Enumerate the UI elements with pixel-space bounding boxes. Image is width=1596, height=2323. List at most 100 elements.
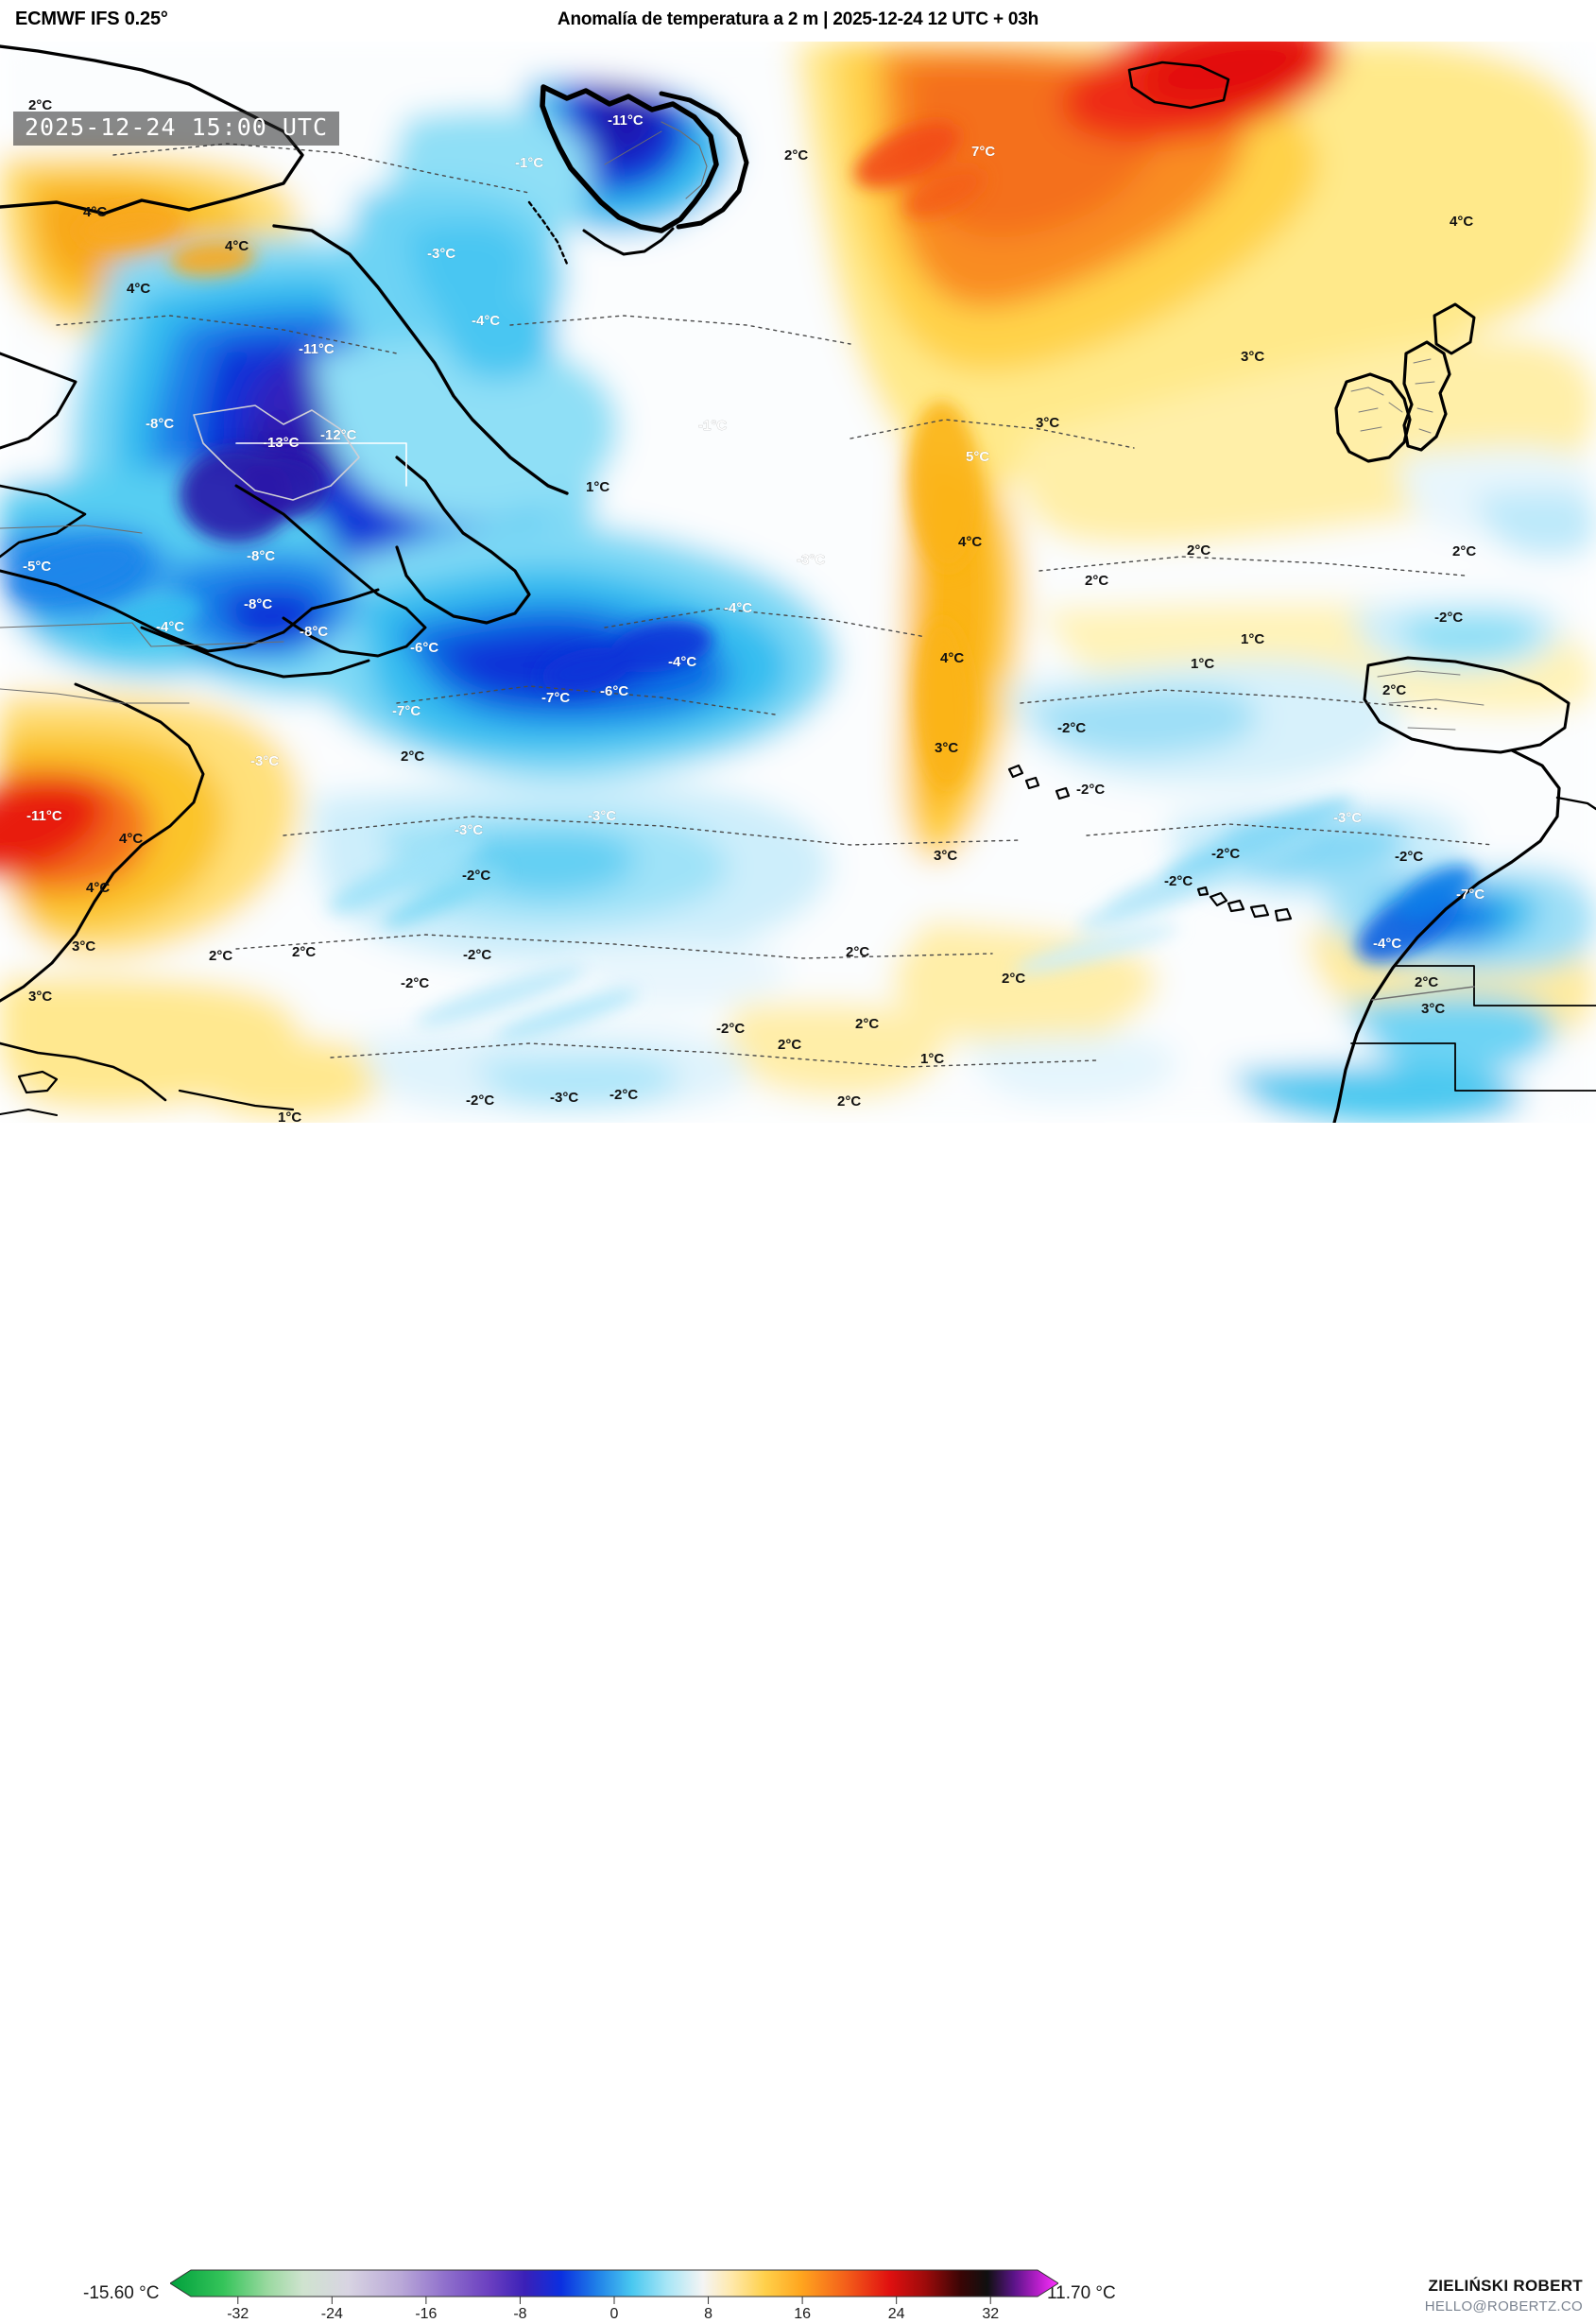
anomaly-region bbox=[1077, 864, 1247, 930]
contour-value-label: -4°C bbox=[724, 600, 752, 616]
anomaly-region bbox=[1474, 490, 1596, 557]
anomaly-region bbox=[11, 542, 140, 599]
contour-value-label: 3°C bbox=[935, 740, 958, 756]
coastline bbox=[1555, 796, 1596, 811]
coastline bbox=[1196, 886, 1293, 922]
contour-value-label: 1°C bbox=[1191, 656, 1214, 672]
coastline bbox=[193, 404, 360, 501]
coastline bbox=[0, 682, 205, 1003]
contour-value-label: -12°C bbox=[320, 427, 357, 443]
coastline bbox=[582, 227, 675, 256]
colorbar[interactable]: -32 -24 -16 -8 0 8 16 24 32 bbox=[170, 2266, 1058, 2323]
contour-value-label: -4°C bbox=[156, 619, 184, 635]
contour-value-label: -2°C bbox=[1076, 782, 1105, 798]
contour-value-label: 2°C bbox=[846, 944, 869, 960]
coastline bbox=[1350, 1042, 1596, 1092]
coastline bbox=[849, 419, 1135, 449]
map-canvas[interactable]: 2°C 4°C 4°C 4°C -3°C -4°C -11°C -8°C -13°C -12°C -… bbox=[0, 42, 1596, 1123]
coastline bbox=[283, 816, 1021, 846]
coastline bbox=[1363, 656, 1570, 754]
contour-value-label: -2°C bbox=[1164, 873, 1193, 889]
weather-map-page: ECMWF IFS 0.25° Anomalía de temperatura … bbox=[0, 9, 1596, 2322]
contour-value-label: 4°C bbox=[127, 281, 150, 297]
colorbar-tick-label: -8 bbox=[513, 2306, 526, 2322]
anomaly-region bbox=[406, 222, 528, 316]
contour-value-label: 3°C bbox=[1421, 1001, 1445, 1017]
contour-value-label: 4°C bbox=[1450, 214, 1473, 230]
anomaly-region bbox=[435, 294, 558, 380]
anomaly-region bbox=[100, 595, 202, 641]
coastline bbox=[0, 525, 143, 534]
anomaly-region bbox=[1342, 994, 1555, 1075]
coastline bbox=[659, 91, 749, 230]
coastline bbox=[1055, 786, 1071, 800]
contour-value-label: -6°C bbox=[600, 683, 628, 699]
contour-value-label: -7°C bbox=[392, 703, 420, 719]
anomaly-region bbox=[312, 339, 620, 522]
coastline bbox=[235, 442, 407, 487]
anomaly-region bbox=[725, 1003, 948, 1098]
coastline bbox=[1402, 340, 1451, 452]
anomaly-region bbox=[76, 203, 180, 249]
contour-value-label: -1°C bbox=[515, 155, 543, 171]
coastline bbox=[395, 456, 531, 625]
anomaly-region bbox=[241, 453, 326, 519]
contour-value-label: 2°C bbox=[837, 1093, 861, 1110]
contour-value-label: -11°C bbox=[299, 341, 335, 357]
colorbar-tick-label: 0 bbox=[610, 2306, 619, 2322]
contour-value-label: 2°C bbox=[778, 1037, 801, 1053]
anomaly-region bbox=[472, 1056, 678, 1107]
colorbar-tick-label: 24 bbox=[888, 2306, 905, 2322]
coastline bbox=[661, 121, 708, 199]
anomaly-region bbox=[1030, 686, 1257, 757]
coastline bbox=[509, 315, 851, 345]
coastline bbox=[330, 1042, 1097, 1068]
anomaly-region bbox=[170, 241, 255, 277]
anomaly-region bbox=[494, 989, 640, 1041]
contour-value-label: 1°C bbox=[586, 479, 609, 495]
contour-value-label: 4°C bbox=[83, 204, 107, 220]
coastline bbox=[527, 200, 569, 266]
author-name: ZIELIŃSKI ROBERT bbox=[1428, 2277, 1583, 2295]
coastline bbox=[1377, 670, 1484, 731]
coastline bbox=[1127, 60, 1230, 110]
contour-value-label: -3°C bbox=[797, 552, 825, 568]
anomaly-region bbox=[1159, 799, 1354, 882]
contour-value-label: 2°C bbox=[292, 944, 316, 960]
contour-value-label: -1°C bbox=[698, 418, 727, 434]
anomaly-region bbox=[1140, 42, 1317, 109]
coastline bbox=[1433, 302, 1476, 355]
anomaly-region bbox=[916, 618, 974, 788]
contour-value-label: -3°C bbox=[588, 808, 616, 824]
contour-value-label: 2°C bbox=[855, 1016, 879, 1032]
coastline bbox=[0, 484, 87, 559]
coastline bbox=[17, 1070, 59, 1094]
contour-value-label: 3°C bbox=[28, 989, 52, 1005]
contour-value-label: -3°C bbox=[550, 1090, 578, 1106]
contour-value-label: -2°C bbox=[1434, 610, 1463, 626]
contour-value-label: -11°C bbox=[26, 808, 62, 824]
contour-value-label: 1°C bbox=[278, 1110, 301, 1123]
anomaly-region bbox=[609, 620, 713, 673]
coastline bbox=[140, 626, 370, 679]
contour-value-label: -2°C bbox=[1057, 720, 1086, 736]
contour-value-label: -2°C bbox=[463, 947, 491, 963]
coastline bbox=[1413, 358, 1435, 434]
coastline bbox=[234, 484, 427, 658]
colorbar-tick-label: 16 bbox=[794, 2306, 811, 2322]
coastline bbox=[272, 224, 569, 495]
contour-value-label: -8°C bbox=[146, 416, 174, 432]
anomaly-region bbox=[1398, 865, 1475, 920]
contour-value-label: -2°C bbox=[462, 868, 490, 884]
contour-value-label: 4°C bbox=[958, 534, 982, 550]
coastline bbox=[1020, 689, 1437, 710]
model-label: ECMWF IFS 0.25° bbox=[15, 9, 168, 29]
coastline bbox=[1371, 986, 1475, 1001]
coastline bbox=[1038, 556, 1466, 576]
contour-value-label: 3°C bbox=[1036, 415, 1059, 431]
contour-value-label: -3°C bbox=[250, 753, 279, 769]
contour-value-label: -2°C bbox=[1211, 846, 1240, 862]
colorbar-tick-label: -24 bbox=[321, 2306, 343, 2322]
contour-value-label: 5°C bbox=[966, 449, 989, 465]
contour-value-label: 2°C bbox=[1415, 974, 1438, 990]
